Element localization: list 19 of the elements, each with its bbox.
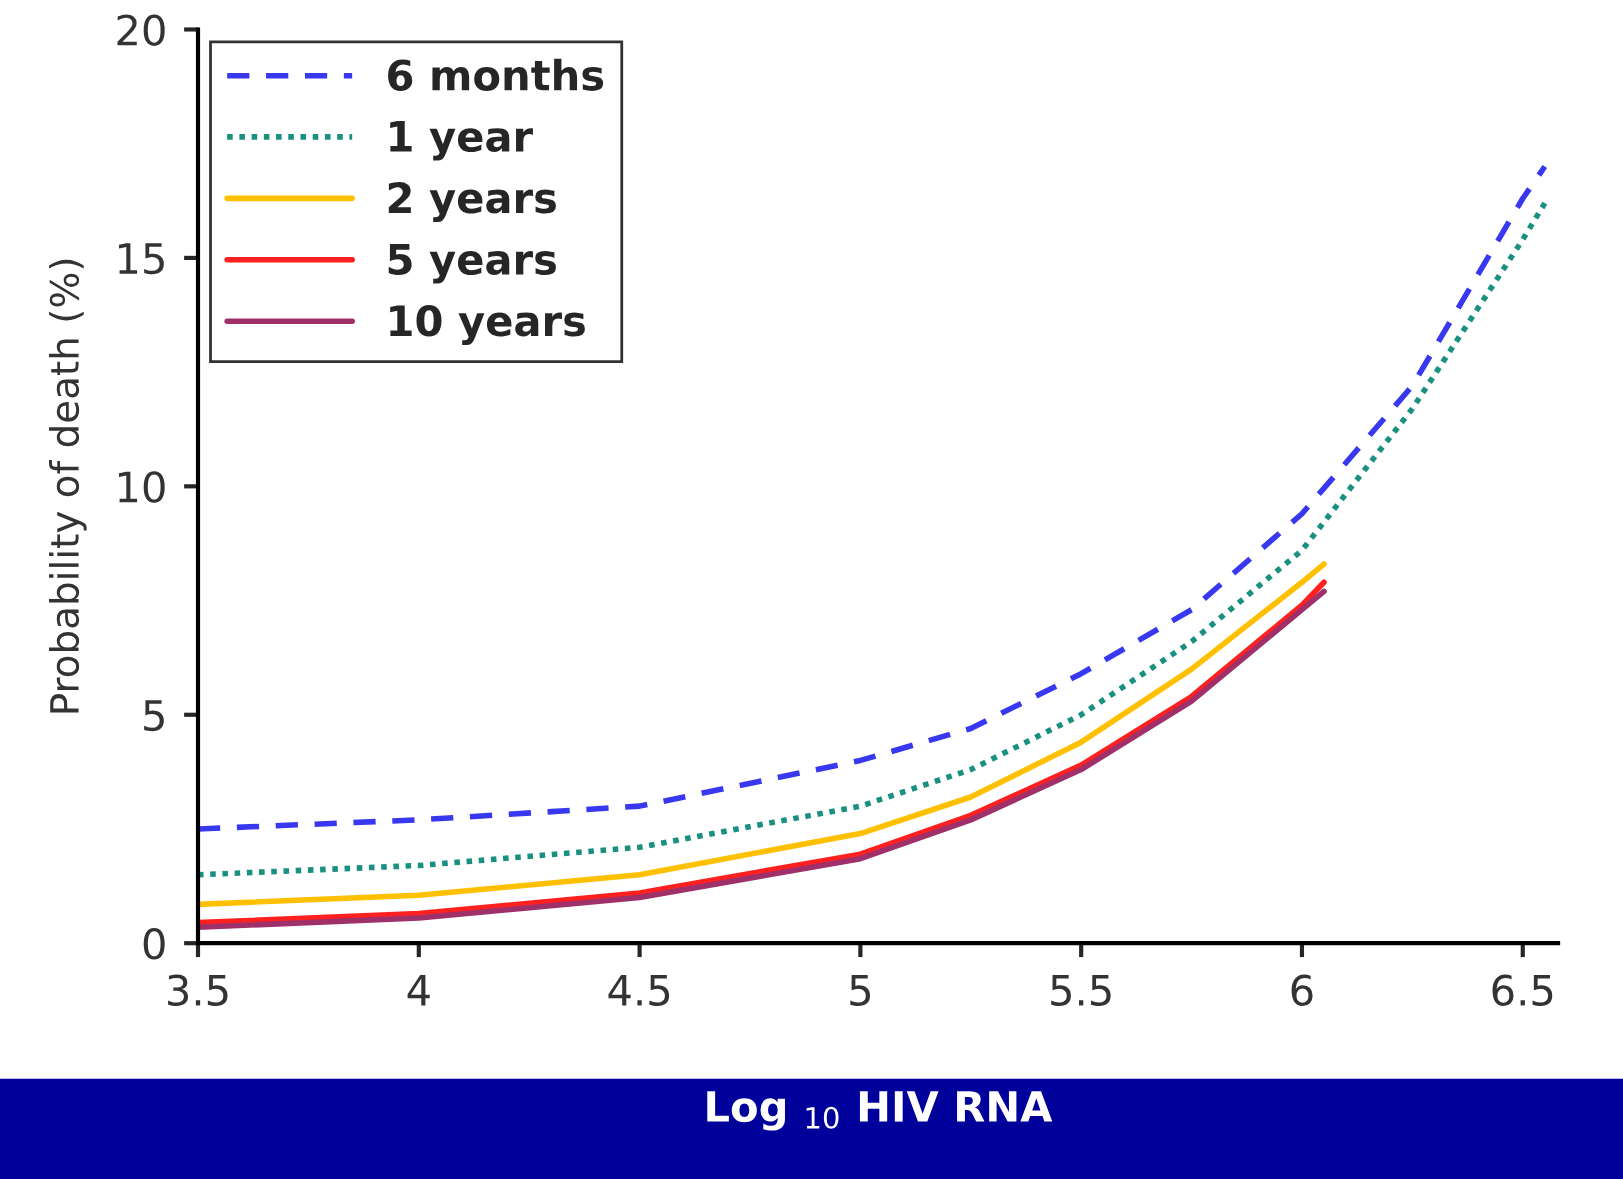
y-tick-label: 15 <box>119 243 164 275</box>
legend-label: 6 months <box>388 58 604 91</box>
y-tick-label: 10 <box>119 471 165 503</box>
y-tick-label: 5 <box>144 700 164 732</box>
x-tick-label: 6 <box>1291 974 1313 1007</box>
y-axis-title: Probability of death (%) <box>49 259 87 713</box>
legend-label: 1 year <box>390 121 533 161</box>
y-tick-label: 20 <box>117 14 165 46</box>
x-tick-label: 3.5 <box>168 974 228 1007</box>
legend-label: 2 years <box>388 182 556 222</box>
x-tick-label: 5.5 <box>1051 975 1111 1007</box>
x-tick-label: 6.5 <box>1492 974 1553 1007</box>
x-tick-label: 4 <box>407 975 430 1006</box>
legend-label: 10 years <box>390 304 585 345</box>
x-axis-title: Log $_{10}$ HIV RNA <box>707 1091 1053 1131</box>
x-tick-label: 4.5 <box>608 975 670 1007</box>
legend-label: 5 years <box>388 244 556 284</box>
y-tick-label: 0 <box>143 928 165 960</box>
x-tick-label: 5 <box>850 975 870 1007</box>
